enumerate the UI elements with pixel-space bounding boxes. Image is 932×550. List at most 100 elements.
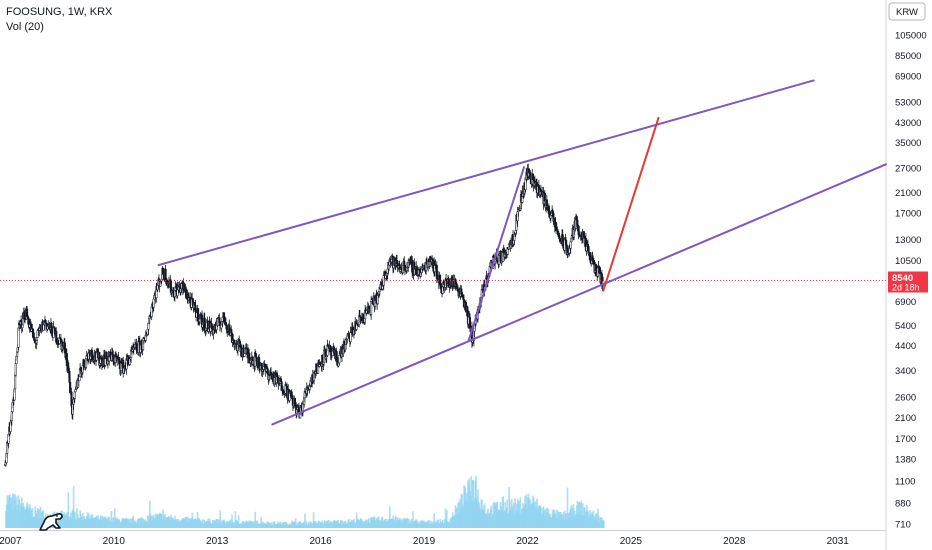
price-series: [4, 163, 605, 467]
price-tick-label: 2100: [895, 413, 916, 424]
volume-bar: [129, 518, 132, 528]
price-tick-label: 21000: [895, 188, 921, 199]
symbol-title: FOOSUNG, 1W, KRX: [6, 6, 113, 18]
volume-bar: [186, 516, 188, 528]
volume-bar: [67, 492, 70, 528]
price-tick-label: 6900: [895, 297, 916, 308]
chart-legend: FOOSUNG, 1W, KRX Vol (20): [6, 5, 112, 35]
volume-bar: [304, 513, 306, 528]
candle-body: [569, 241, 572, 249]
price-tick-label: 35000: [895, 138, 921, 149]
drawing-layer: [157, 79, 887, 426]
volume-bar: [408, 518, 410, 528]
price-tick-label: 17000: [895, 209, 921, 220]
volume-bar: [506, 499, 508, 528]
candle-body: [14, 374, 17, 390]
volume-bar: [231, 514, 233, 528]
time-tick-label: 2016: [309, 536, 332, 547]
candle-body: [91, 355, 94, 361]
last-price-badge-bg: [888, 271, 928, 293]
price-tick-label: 1100: [895, 476, 915, 487]
time-tick-label: 2007: [0, 536, 22, 547]
time-tick-label: 2025: [620, 536, 643, 547]
bar-countdown: 2d 18h: [892, 282, 920, 292]
volume-bar: [305, 520, 308, 528]
volume-bar: [283, 521, 286, 528]
trendline-2[interactable]: [271, 163, 887, 426]
price-tick-label: 53000: [895, 97, 921, 108]
last-price-value: 8540: [892, 273, 913, 284]
currency-label: KRW: [896, 7, 918, 18]
candle-body: [69, 382, 72, 393]
volume-bar: [72, 486, 75, 528]
price-tick-label: 13000: [895, 235, 921, 246]
volume-bar: [572, 503, 575, 528]
candle-body: [55, 330, 58, 343]
volume-bar: [433, 513, 436, 528]
time-axis[interactable]: 2007 2010 2013 2016 2019 2022 2025 2028 2031: [0, 536, 849, 547]
candle-body: [14, 363, 17, 376]
price-tick-label: 710: [895, 519, 911, 530]
time-tick-label: 2019: [413, 536, 436, 547]
volume-bar: [260, 517, 263, 528]
currency-badge-frame: [888, 2, 926, 21]
volume-bar: [444, 508, 447, 528]
time-tick-label: 2010: [103, 536, 126, 547]
candle-body: [455, 283, 458, 288]
volume-bar: [353, 518, 355, 528]
volume-bar: [256, 520, 259, 528]
trendline-1[interactable]: [157, 79, 815, 267]
volume-bar: [566, 487, 569, 528]
price-tick-label: 1700: [895, 434, 916, 445]
currency-button[interactable]: KRW: [888, 2, 926, 21]
candle-body: [73, 391, 76, 399]
price-tick-label: 43000: [895, 118, 921, 129]
price-tick-label: 10500: [895, 256, 921, 267]
price-tick-label: 69000: [895, 72, 921, 83]
price-tick-label: 105000: [895, 31, 927, 42]
volume-bar: [519, 497, 522, 528]
time-tick-label: 2013: [206, 536, 229, 547]
volume-bar: [254, 511, 257, 528]
price-tick-label: 1380: [895, 454, 916, 465]
candle-body: [349, 331, 352, 342]
candle-body: [557, 230, 560, 235]
candle-body: [577, 226, 580, 236]
price-tick-label: 27000: [895, 163, 921, 174]
candle-body: [152, 298, 155, 308]
tradingview-logo-icon: [39, 513, 63, 531]
volume-bar: [389, 506, 391, 528]
candle-body: [255, 356, 258, 362]
price-tick-label: 5400: [895, 321, 916, 332]
candle-body: [238, 340, 241, 345]
candle-body: [549, 215, 552, 219]
volume-bar: [312, 512, 315, 528]
candle-body: [346, 335, 349, 340]
candle-body: [456, 288, 460, 292]
dino-shape: [39, 513, 63, 531]
volume-series: [5, 476, 605, 528]
price-axis[interactable]: 105000 85000 69000 53000 43000 35000 27000 2100…: [895, 31, 927, 531]
candle-body: [104, 358, 107, 366]
price-tick-label: 85000: [895, 51, 921, 62]
price-tick-label: 880: [895, 498, 911, 509]
candle-body: [59, 338, 62, 342]
candle-body: [21, 324, 24, 328]
price-tick-label: 3400: [895, 366, 916, 377]
time-tick-label: 2022: [516, 536, 539, 547]
volume-bar: [294, 518, 297, 528]
candle-body: [338, 355, 341, 364]
volume-bar: [603, 520, 605, 528]
price-tick-label: 2600: [895, 392, 916, 403]
volume-bar: [219, 510, 221, 528]
time-tick-label: 2028: [723, 536, 746, 547]
trendline-3[interactable]: [467, 166, 526, 341]
volume-bar: [234, 511, 237, 528]
volume-bar: [597, 515, 600, 528]
volume-bar: [446, 510, 448, 528]
projection-line[interactable]: [602, 116, 660, 292]
volume-indicator-label[interactable]: Vol (20): [6, 21, 44, 33]
volume-bar: [412, 511, 414, 528]
